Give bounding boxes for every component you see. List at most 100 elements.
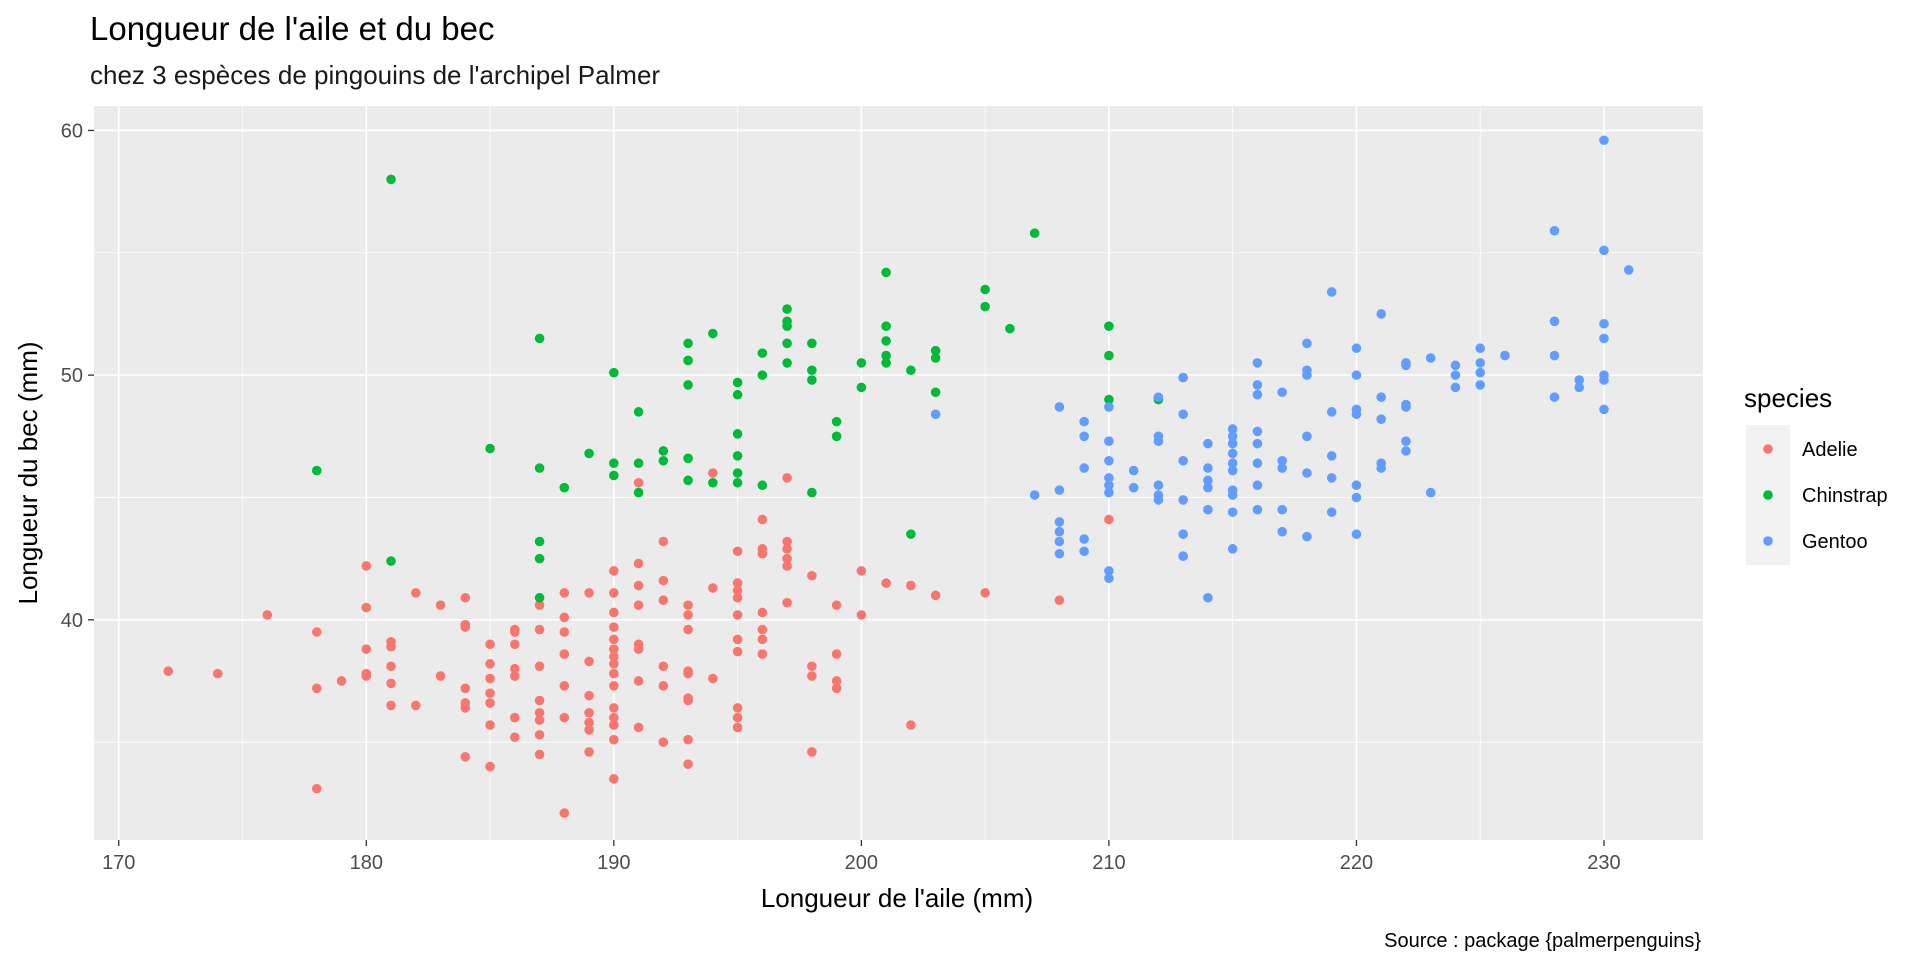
- data-point: [633, 580, 644, 591]
- y-tick-label: 40: [61, 610, 83, 632]
- data-point: [732, 477, 743, 488]
- data-point: [1178, 495, 1188, 505]
- data-point: [163, 666, 174, 676]
- data-point: [510, 732, 520, 743]
- data-point: [411, 700, 421, 711]
- data-point: [1104, 321, 1114, 332]
- data-point: [584, 725, 594, 735]
- data-point: [633, 644, 644, 654]
- data-point: [757, 634, 768, 645]
- data-point: [1401, 360, 1411, 371]
- data-point: [807, 661, 817, 672]
- data-point: [534, 536, 545, 547]
- data-point: [1178, 372, 1188, 383]
- data-point: [708, 477, 718, 488]
- data-point: [980, 301, 990, 312]
- data-point: [1326, 287, 1337, 297]
- data-point: [262, 610, 273, 620]
- data-point: [930, 353, 941, 363]
- data-point: [1599, 404, 1609, 415]
- data-point: [633, 558, 644, 569]
- data-point: [683, 668, 693, 679]
- data-point: [1326, 507, 1337, 517]
- data-point: [633, 600, 644, 610]
- data-point: [311, 683, 322, 694]
- data-point: [683, 610, 693, 620]
- data-point: [856, 610, 867, 620]
- data-point: [559, 681, 570, 691]
- legend-label-chinstrap: Chinstrap: [1802, 485, 1888, 507]
- data-point: [1104, 402, 1114, 412]
- data-point: [1475, 358, 1486, 368]
- data-point: [1599, 245, 1609, 256]
- data-point: [1599, 375, 1609, 385]
- data-point: [534, 749, 545, 760]
- data-point: [1178, 409, 1188, 420]
- data-point: [361, 561, 372, 571]
- data-point: [1153, 436, 1164, 446]
- data-point: [1302, 468, 1312, 478]
- data-point: [782, 553, 792, 564]
- data-point: [1277, 504, 1287, 515]
- data-point: [1079, 416, 1089, 427]
- legend-key-chinstrap: [1763, 490, 1773, 500]
- data-point: [559, 612, 570, 623]
- data-points: [163, 135, 1634, 818]
- axis-ticks: [88, 129, 1605, 846]
- data-point: [683, 355, 693, 366]
- data-point: [732, 578, 743, 588]
- data-point: [1178, 455, 1188, 466]
- data-point: [930, 387, 941, 398]
- data-point: [782, 536, 792, 547]
- data-point: [609, 734, 619, 745]
- data-point: [732, 377, 743, 388]
- data-point: [584, 690, 594, 701]
- data-point: [1153, 392, 1164, 402]
- data-point: [658, 536, 669, 547]
- data-point: [584, 588, 594, 598]
- data-point: [930, 409, 941, 420]
- x-tick-label: 190: [597, 852, 630, 874]
- data-point: [1054, 526, 1065, 537]
- data-point: [559, 588, 570, 598]
- data-point: [609, 703, 619, 713]
- data-point: [534, 624, 545, 635]
- data-point: [584, 717, 594, 728]
- x-axis-title: Longueur de l'aile (mm): [761, 883, 1033, 913]
- data-point: [1079, 463, 1089, 473]
- x-tick-label: 170: [102, 852, 135, 874]
- data-point: [757, 624, 768, 635]
- data-point: [807, 365, 817, 376]
- data-point: [1376, 392, 1386, 402]
- data-point: [460, 703, 471, 713]
- data-point: [559, 649, 570, 659]
- data-point: [609, 622, 619, 632]
- data-point: [361, 671, 372, 681]
- data-point: [658, 737, 669, 747]
- x-tick-label: 180: [350, 852, 383, 874]
- data-point: [782, 544, 792, 554]
- data-point: [683, 734, 693, 745]
- data-point: [633, 676, 644, 686]
- legend: species Adelie Chinstrap Gentoo: [1744, 383, 1888, 565]
- data-point: [732, 585, 743, 596]
- data-point: [881, 358, 891, 368]
- data-point: [831, 600, 842, 610]
- data-point: [1376, 414, 1386, 424]
- data-point: [1227, 458, 1238, 469]
- data-point: [311, 783, 322, 794]
- data-point: [609, 659, 619, 669]
- data-point: [1277, 526, 1287, 537]
- data-point: [732, 468, 743, 478]
- legend-title: species: [1744, 383, 1832, 413]
- data-point: [633, 458, 644, 469]
- data-point: [1153, 495, 1164, 505]
- series-chinstrap: [311, 174, 1164, 603]
- data-point: [683, 338, 693, 349]
- data-point: [1005, 323, 1015, 334]
- data-point: [609, 644, 619, 654]
- data-point: [584, 448, 594, 459]
- data-point: [831, 431, 842, 442]
- data-point: [584, 707, 594, 718]
